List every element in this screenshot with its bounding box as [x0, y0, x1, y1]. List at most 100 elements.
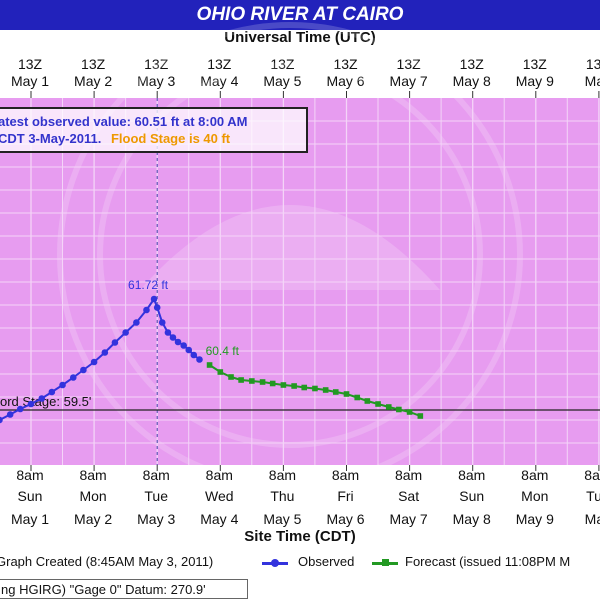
- observed-point: [164, 329, 172, 336]
- top-tick-hour: 13Z: [523, 56, 548, 72]
- bottom-axis-ticks: 8am Sun May 1 8am Mon May 2 8am Tue May 3 8am Wed M…: [11, 465, 600, 527]
- forecast-point: [238, 377, 244, 383]
- observed-point: [27, 400, 35, 408]
- observed-series: [0, 295, 203, 424]
- top-tick-date: May 8: [453, 73, 491, 89]
- bottom-tick-date: May 9: [516, 511, 554, 527]
- forecast-point: [301, 384, 308, 391]
- observed-point: [169, 334, 177, 341]
- bottom-tick-hour: 8am: [79, 467, 106, 483]
- legend-observed-marker: [271, 559, 279, 567]
- top-tick-hour: 13Z: [397, 56, 422, 72]
- flood-stage-note: Flood Stage is 40 ft: [111, 131, 231, 146]
- record-stage-label: ord Stage: 59.5': [0, 394, 91, 409]
- top-tick-date: May 3: [137, 73, 175, 89]
- forecast-point: [396, 406, 402, 413]
- bottom-tick-date: May 8: [453, 511, 491, 527]
- top-tick-hour: 13Z: [18, 56, 43, 72]
- bottom-tick-date: May 2: [74, 511, 112, 527]
- top-tick-date: May 9: [516, 73, 554, 89]
- forecast-point: [406, 409, 413, 415]
- observed-point: [69, 374, 77, 381]
- bottom-tick-hour: 8am: [395, 467, 422, 483]
- forecast-point: [312, 385, 318, 392]
- noaa-watermark-seal: [57, 22, 523, 488]
- info-box: atest observed value: 60.51 ft at 8:00 A…: [0, 107, 308, 153]
- forecast-point: [291, 383, 297, 389]
- top-tick-hour: 13Z: [144, 56, 169, 72]
- bottom-tick-date: May 4: [200, 511, 238, 527]
- observed-point: [158, 319, 166, 326]
- forecast-point: [280, 382, 287, 388]
- bottom-tick-hour: 8am: [332, 467, 359, 483]
- info-line1: atest observed value: 60.51 ft at 8:00 A…: [0, 114, 248, 129]
- bottom-tick-hour: 8am: [269, 467, 296, 483]
- bottom-tick-date: May: [585, 511, 600, 527]
- top-tick-date: May 5: [263, 73, 301, 89]
- observed-point: [133, 319, 140, 326]
- bottom-tick-hour: 8am: [584, 467, 600, 483]
- forecast-series: [206, 362, 424, 419]
- top-tick-date: May 7: [390, 73, 428, 89]
- bottom-tick-day: Tue: [144, 488, 168, 504]
- top-tick-hour: 13Z: [460, 56, 485, 72]
- bottom-tick-hour: 8am: [16, 467, 43, 483]
- observed-point: [59, 381, 66, 389]
- forecast-point: [343, 391, 350, 397]
- top-tick-hour: 13Z: [333, 56, 358, 72]
- bottom-tick-day: Sat: [398, 488, 419, 504]
- observed-point: [90, 358, 98, 366]
- observed-point: [48, 388, 56, 396]
- observed-point: [196, 356, 203, 363]
- observed-point: [153, 304, 161, 311]
- observed-point: [0, 416, 3, 424]
- forecast-point: [206, 362, 213, 368]
- top-tick-date: May: [585, 73, 600, 89]
- bottom-tick-hour: 8am: [521, 467, 548, 483]
- forecast-point: [249, 378, 255, 384]
- observed-point: [143, 306, 150, 314]
- forecast-point: [259, 379, 266, 385]
- info-date: CDT 3-May-2011.: [0, 131, 101, 146]
- bottom-tick-day: Mon: [521, 488, 548, 504]
- forecast-point: [332, 389, 339, 395]
- bottom-axis-title: Site Time (CDT): [244, 528, 356, 545]
- observed-point: [111, 339, 119, 346]
- forecast-point: [269, 380, 276, 387]
- legend-forecast-marker: [382, 559, 389, 566]
- top-tick-hour: 13Z: [270, 56, 295, 72]
- observed-point: [80, 366, 87, 374]
- forecast-point: [228, 374, 234, 380]
- forecast-point: [385, 404, 392, 410]
- top-axis-title: Universal Time (UTC): [224, 29, 376, 46]
- observed-point: [185, 346, 193, 354]
- top-tick-date: May 2: [74, 73, 112, 89]
- observed-point: [150, 295, 158, 303]
- bottom-tick-day: Fri: [337, 488, 353, 504]
- observed-point: [38, 395, 46, 402]
- forecast-point: [354, 394, 361, 401]
- chart-title: OHIO RIVER AT CAIRO: [0, 0, 600, 30]
- forecast-point: [417, 413, 424, 419]
- datum-note: ng HGIRG) "Gage 0" Datum: 270.9': [0, 579, 248, 599]
- bottom-tick-day: Mon: [79, 488, 106, 504]
- plot-grid: [0, 98, 600, 465]
- legend: Graph Created (8:45AM May 3, 2011) Obser…: [0, 552, 600, 574]
- observed-point: [174, 338, 182, 346]
- bottom-tick-day: Sun: [459, 488, 484, 504]
- bottom-tick-hour: 8am: [206, 467, 233, 483]
- bottom-tick-date: May 7: [390, 511, 428, 527]
- top-tick-hour: 13Z: [586, 56, 600, 72]
- legend-graph-created: Graph Created (8:45AM May 3, 2011): [0, 554, 214, 569]
- bottom-tick-date: May 5: [263, 511, 301, 527]
- bottom-tick-date: May 3: [137, 511, 175, 527]
- forecast-point: [322, 387, 329, 393]
- observed-point: [6, 411, 14, 418]
- bottom-tick-hour: 8am: [143, 467, 170, 483]
- top-tick-hour: 13Z: [81, 56, 106, 72]
- observed-point: [180, 342, 188, 349]
- top-tick-hour: 13Z: [207, 56, 232, 72]
- observed-point: [122, 329, 129, 336]
- bottom-tick-day: Tue: [586, 488, 600, 504]
